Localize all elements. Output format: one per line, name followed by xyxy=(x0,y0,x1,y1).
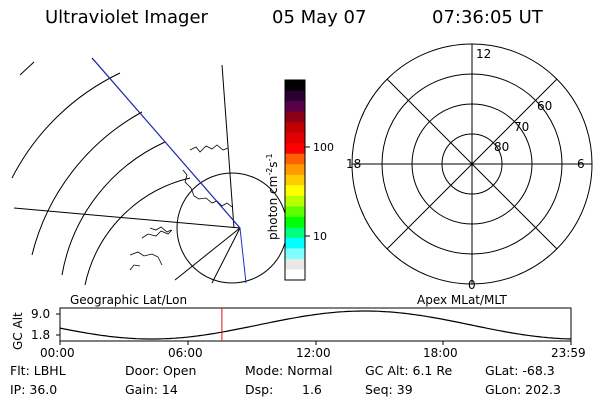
orbit-curve xyxy=(59,310,571,340)
gc-alt-status: GC Alt: 6.1 Re xyxy=(365,363,453,378)
colorbar-frame xyxy=(284,79,306,281)
orbit-x-tick-label: 18:00 xyxy=(423,346,458,360)
seq-status: Seq: 39 xyxy=(365,382,413,397)
colorbar-cell xyxy=(285,80,305,92)
colorbar-tick-label: 100 xyxy=(313,141,334,154)
lat-arc xyxy=(84,177,191,286)
mlat-label-70: 70 xyxy=(514,120,529,134)
gain-status: Gain: 14 xyxy=(125,382,178,397)
orbit-frame xyxy=(59,307,572,342)
colorbar-cell xyxy=(285,164,305,176)
orbit-y-tick-label: 9.0 xyxy=(31,307,50,321)
glon-status: GLon: 202.3 xyxy=(485,382,561,397)
meridian xyxy=(13,207,241,229)
time-readout: 07:36:05 UT xyxy=(432,7,543,28)
orbit-y-axis-label: GC Alt xyxy=(11,312,25,350)
orbit-x-tick-label: 23:59 xyxy=(551,346,586,360)
glat-status: GLat: -68.3 xyxy=(485,363,555,378)
colorbar-cell xyxy=(285,101,305,113)
orbit-x-tick-label: 12:00 xyxy=(296,346,331,360)
colorbar-tick-label: 10 xyxy=(313,230,327,243)
colorbar-cell xyxy=(285,258,305,270)
mlt-label-6: 6 xyxy=(577,157,585,171)
colorbar-cell xyxy=(285,132,305,144)
colorbar-cell xyxy=(285,216,305,228)
meridian xyxy=(174,227,241,281)
geographic-caption: Geographic Lat/Lon xyxy=(70,293,188,307)
orbit-y-tick-label: 1.8 xyxy=(31,328,50,342)
colorbar-cell xyxy=(285,90,305,102)
mlt-label-0: 0 xyxy=(468,278,476,292)
colorbar-cell xyxy=(285,237,305,249)
orbit-x-tick-label: 00:00 xyxy=(40,346,75,360)
colorbar-cell xyxy=(285,195,305,207)
mlat-label-60: 60 xyxy=(537,99,552,113)
dsp-label: Dsp: xyxy=(245,382,274,397)
apex-caption: Apex MLat/MLT xyxy=(417,293,507,307)
magnetic-meridian xyxy=(93,59,241,229)
ip-status: IP: 36.0 xyxy=(10,382,58,397)
colorbar-cell xyxy=(285,227,305,239)
magnetic-meridian xyxy=(239,227,247,284)
lat-arc xyxy=(11,72,121,179)
app-title: Ultraviolet Imager xyxy=(45,7,208,28)
lat-arc xyxy=(31,111,143,256)
colorbar-unit-label: photon cm-2s-1 xyxy=(265,153,280,240)
colorbar-cell xyxy=(285,248,305,260)
meridian xyxy=(19,61,35,76)
colorbar-cell xyxy=(285,174,305,186)
meridian xyxy=(211,227,241,284)
colorbar-cell xyxy=(285,122,305,134)
door-status: Door: Open xyxy=(125,363,197,378)
coastline xyxy=(129,144,233,271)
mlt-label-18: 18 xyxy=(346,157,361,171)
dsp-value: 1.6 xyxy=(302,382,322,397)
mlat-label-80: 80 xyxy=(494,140,509,154)
colorbar-cell xyxy=(285,111,305,123)
mode-status: Mode: Normal xyxy=(245,363,333,378)
date-readout: 05 May 07 xyxy=(272,7,367,28)
colorbar-cell xyxy=(285,153,305,165)
lat-arc xyxy=(61,141,166,276)
colorbar-cell xyxy=(285,185,305,197)
colorbar-cell xyxy=(285,143,305,155)
filter-status: Flt: LBHL xyxy=(10,363,66,378)
colorbar-cell xyxy=(285,269,305,281)
meridian xyxy=(221,64,235,229)
polar-diagonal xyxy=(386,78,558,250)
colorbar-cell xyxy=(285,206,305,218)
orbit-x-tick-label: 06:00 xyxy=(168,346,203,360)
colorbar-cells xyxy=(285,80,305,281)
mlt-label-12: 12 xyxy=(476,47,491,61)
